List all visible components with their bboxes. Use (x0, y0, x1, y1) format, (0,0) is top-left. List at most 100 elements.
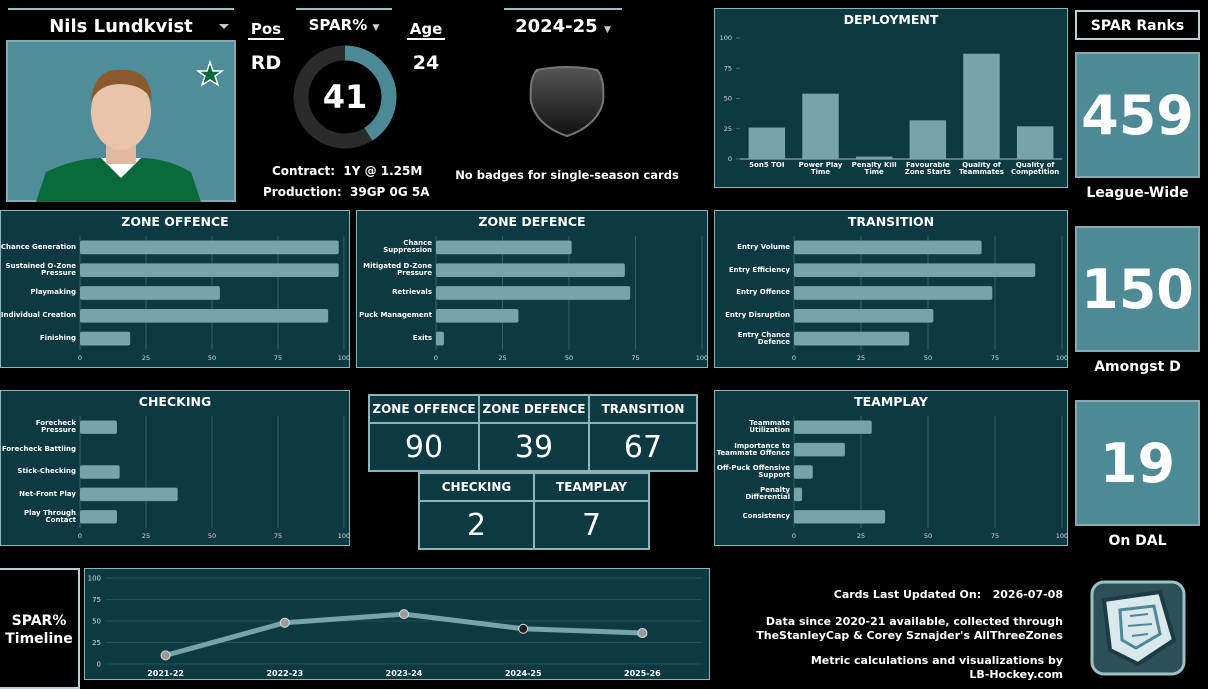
label-box: Forecheck Battling (1, 445, 76, 454)
x-tick-label: 50 (208, 354, 216, 362)
y-tick-label: 100 (720, 34, 732, 42)
category-label: Entry Volume (737, 242, 790, 251)
score-value: 67 (588, 422, 698, 472)
bar (748, 127, 786, 159)
spar-label-text: SPAR% (308, 16, 368, 34)
y-tick-label: 50 (92, 618, 101, 626)
x-tick-label: 100 (1056, 532, 1068, 540)
bar (794, 442, 845, 457)
y-tick-label: 25 (92, 639, 101, 647)
x-tick-label: 75 (991, 532, 999, 540)
chart-title: ZONE DEFENCE (478, 214, 585, 229)
category-label: Play Through Contact (23, 508, 76, 524)
x-tick-label: 25 (498, 354, 506, 362)
dropdown-arrow (219, 24, 229, 29)
bar (1016, 126, 1054, 159)
bar (794, 487, 803, 502)
rank-label: Amongst D (1094, 359, 1181, 375)
label-box: Consistency (742, 512, 790, 521)
x-tick-label: 100 (1056, 354, 1068, 362)
category-label: Forecheck Battling (1, 445, 76, 454)
category-label: Teammate Utilization (749, 419, 790, 435)
contract-label: Contract: (272, 164, 335, 178)
x-tick-label: 50 (565, 354, 573, 362)
x-tick-label: 50 (924, 354, 932, 362)
x-tick-label: 2022-23 (266, 669, 303, 678)
x-tick-label: 0 (792, 532, 796, 540)
x-tick-label: 50 (208, 532, 216, 540)
x-tick-label: 25 (857, 354, 865, 362)
updated-line: Cards Last Updated On: 2026-07-08 (834, 588, 1063, 601)
footer-line: Data since 2020-21 available, collected … (765, 615, 1063, 628)
x-tick-label: 75 (274, 532, 282, 540)
player-select[interactable]: Nils Lundkvist (8, 8, 234, 40)
point (279, 617, 290, 628)
chart-panel: DEPLOYMENT 0 25 50 75 100 5on5 TOI Power Play T… (714, 8, 1068, 188)
y-tick-label: 100 (88, 575, 101, 583)
category-label: Penalty Differential (745, 486, 790, 502)
rank-value: 150 (1075, 226, 1200, 352)
category-label: Finishing (39, 334, 76, 343)
label-box: Teammate Utilization (749, 419, 790, 435)
player-name: Nils Lundkvist (49, 16, 193, 37)
bar (80, 308, 329, 323)
category-label: Off-Puck Offensive Support (716, 463, 790, 479)
label-box: Chance Suppression (383, 240, 432, 254)
rank-label: League-Wide (1086, 185, 1189, 201)
bar (80, 510, 117, 524)
production-value: 39GP 0G 5A (350, 185, 430, 199)
bar (436, 331, 444, 346)
category-label: Sustained O-Zone Pressure (5, 262, 76, 278)
point (399, 609, 409, 620)
bar (794, 465, 813, 479)
label-box: Puck Management (359, 312, 432, 319)
chart-title: TRANSITION (848, 214, 934, 229)
x-tick-label: 75 (631, 354, 639, 362)
label-box: Penalty Kill Time (852, 162, 897, 176)
bar (80, 465, 120, 479)
chart-panel: 0 25 50 75 100 2021-22 2022-23 2023-24 2024-25 20… (84, 568, 710, 680)
label-box: Stick-Checking (17, 468, 76, 475)
footer-line: Metric calculations and visualizations b… (810, 654, 1063, 667)
bar (80, 240, 339, 255)
panel-bg (0, 390, 350, 546)
label-box: Retrievals (392, 289, 432, 296)
category-label: Entry Chance Defence (737, 330, 790, 346)
spar-arc (293, 45, 397, 149)
production-label: Production: (263, 185, 342, 199)
bar (794, 331, 910, 346)
category-label: 5on5 TOI (749, 162, 785, 169)
category-label: Mitigated D-Zone Pressure (363, 262, 432, 278)
x-tick-label: 2025-26 (624, 669, 661, 678)
bar (794, 510, 886, 524)
chart-panel: ZONE DEFENCE 0 25 50 75 100 Chance Suppression… (356, 210, 708, 368)
score-header: TRANSITION (588, 394, 698, 424)
season-select[interactable]: 2024-25 ▼ (504, 8, 622, 40)
pos-value: RD (250, 52, 282, 74)
point (637, 628, 648, 639)
panel-bg (714, 8, 1068, 188)
x-tick-label: 75 (991, 354, 999, 362)
category-label: Consistency (742, 512, 790, 521)
category-label: Quality of Competition (1011, 162, 1060, 176)
contract-value: 1Y @ 1.25M (343, 164, 423, 178)
x-tick-label: 0 (792, 354, 796, 362)
x-tick-label: 100 (338, 532, 350, 540)
x-tick-label: 0 (78, 532, 82, 540)
x-tick-label: 0 (434, 354, 438, 362)
category-label: Playmaking (30, 288, 76, 297)
panel-bg (714, 390, 1068, 546)
label-box: Off-Puck Offensive Support (716, 463, 790, 479)
category-label: Entry Disruption (725, 311, 790, 320)
point (160, 650, 171, 661)
label-box: Net-Front Play (19, 490, 76, 497)
x-tick-label: 100 (338, 354, 350, 362)
label-box: Penalty Differential (745, 486, 790, 502)
score-value: 90 (368, 422, 480, 472)
bar (436, 263, 625, 278)
score-header: ZONE DEFENCE (478, 394, 590, 424)
label-box: 5on5 TOI (749, 162, 785, 169)
x-tick-label: 75 (274, 354, 282, 362)
category-label: Favourable Zone Starts (904, 162, 951, 176)
